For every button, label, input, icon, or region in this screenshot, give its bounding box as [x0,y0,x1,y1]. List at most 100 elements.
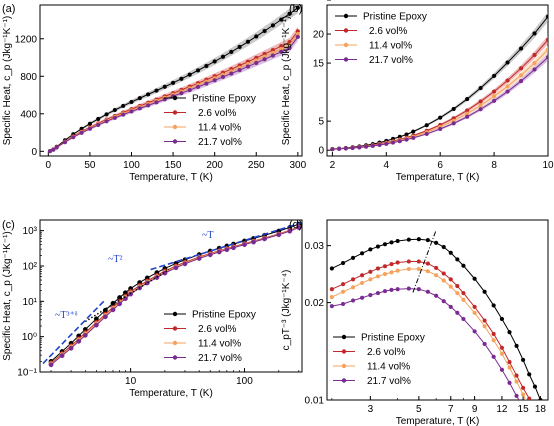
legend-entry: Pristine Epoxy [363,12,427,23]
data-point [254,34,259,39]
data-point [505,60,510,65]
data-point [229,71,234,76]
data-point [129,99,134,105]
data-point [359,295,365,300]
data-point [370,143,375,148]
data-point [507,330,512,335]
panel-a: (a) 0 50 100 150 200 250 300 0 400 800 1200 Temperat… [2,3,307,183]
annotation-t3: ~T³⁺ᵟ [55,310,78,321]
legend-entry: 11.4 vol% [367,362,410,373]
data-point [173,265,179,271]
legend-entry: 2.6 vol% [198,324,236,335]
data-point [295,5,300,10]
data-point [491,89,497,94]
data-point [404,137,409,142]
data-point [499,345,505,350]
data-point [441,299,446,304]
data-point [251,239,256,245]
data-point [434,240,439,245]
data-point [416,266,421,272]
data-point [425,269,430,274]
data-point [212,59,217,64]
y-tick-label: 0 [31,147,37,158]
data-point [377,142,382,148]
data-point [505,89,510,94]
data-point [499,316,505,322]
uncertainty-band [332,53,548,150]
x-tick-label: 8 [491,160,497,171]
data-point [411,135,416,140]
data-point [520,385,526,390]
data-point [395,238,400,244]
x-tick-label: 0 [46,160,52,171]
data-point [330,147,335,152]
data-point [112,115,117,121]
y-tick-label: 10³ [23,226,38,237]
data-point [340,289,346,294]
peak-trend-line [412,229,437,293]
data-point [154,100,159,105]
data-point [448,304,453,309]
power-law-guide-t3 [42,300,105,365]
data-point [545,37,548,42]
x-tick-label: 250 [248,160,265,171]
data-point [532,384,538,389]
data-point [102,314,108,320]
data-point [279,49,284,54]
data-point [448,250,453,255]
x-tick-label: 9 [472,404,478,415]
data-point [359,251,365,256]
data-point [461,316,466,322]
data-point [389,270,394,275]
legend-entry: Pristine Epoxy [192,94,256,105]
data-point [478,103,483,108]
data-point [137,96,142,101]
y-tick-label: 0.01 [305,396,325,407]
y-tick-label: 0.03 [305,241,325,252]
plot-area [47,5,300,154]
data-point [329,287,334,292]
data-point [406,266,411,272]
data-point [425,261,430,266]
plot-area [330,11,548,152]
data-point [359,273,365,278]
data-point [441,244,446,250]
data-point [245,39,251,44]
data-point [48,362,54,368]
data-point [411,129,416,134]
data-point [434,293,439,298]
data-point [478,99,483,104]
data-point [416,237,421,242]
panel-label: (d) [289,219,302,231]
data-point [472,310,477,315]
data-point [121,112,126,117]
data-point [254,60,259,66]
data-point [472,304,477,309]
data-point [482,341,487,347]
data-point [461,290,466,296]
data-point [518,73,524,78]
data-point [216,249,222,255]
data-point [229,49,234,54]
data-point [425,238,430,243]
legend-entry: 2.6 vol% [367,347,405,358]
legend-entry: 21.7 vol% [367,376,411,387]
legend-entry: 21.7 vol% [198,137,242,148]
data-point [505,78,510,83]
data-point [478,107,483,112]
legend: Pristine Epoxy 2.6 vol% 11.4 vol% 21.7 vol% [335,12,427,66]
data-point [231,245,236,251]
panel-label: (b) [289,3,302,15]
data-point [434,265,439,271]
data-point [491,98,497,103]
x-tick-label: 7 [448,404,454,415]
y-tick-label: 20 [313,30,325,41]
data-point [350,285,356,290]
y-tick-label: 10 [313,0,325,3]
x-tick-label: 150 [165,160,182,171]
x-tick-label: 300 [289,160,306,171]
data-point [179,76,184,81]
data-point [59,353,65,359]
data-point [527,372,532,377]
data-point [195,68,201,73]
